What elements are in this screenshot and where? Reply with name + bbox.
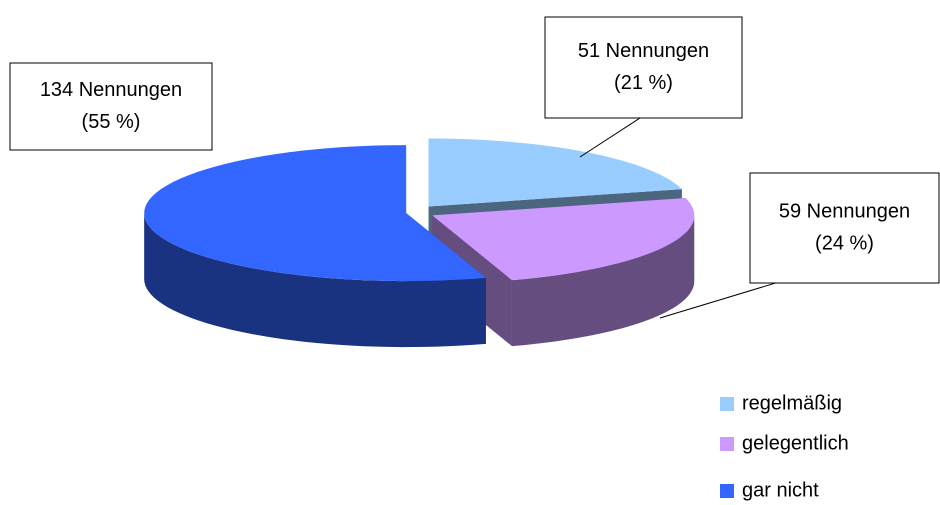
- slice-wall: [144, 213, 486, 348]
- legend-swatch: [720, 437, 734, 451]
- legend-swatch: [720, 397, 734, 411]
- label-box: [749, 172, 940, 284]
- leader-line: [579, 117, 641, 158]
- legend-label: regelmäßig: [742, 392, 842, 414]
- label-box: [9, 62, 213, 151]
- slice: [144, 145, 486, 282]
- legend-label: gar nicht: [742, 479, 819, 501]
- data-label: 51 Nennungen: [578, 40, 709, 62]
- legend-label: gelegentlich: [742, 432, 849, 454]
- slice-wall: [511, 215, 695, 347]
- percent-label: (55 %): [82, 111, 141, 133]
- percent-label: (24 %): [815, 232, 874, 254]
- slice: [428, 138, 682, 207]
- data-label: 59 Nennungen: [779, 200, 910, 222]
- legend-swatch: [720, 484, 734, 498]
- percent-label: (21 %): [614, 72, 673, 94]
- label-box: [544, 16, 743, 119]
- slice: [432, 198, 695, 281]
- data-label: 134 Nennungen: [40, 79, 182, 101]
